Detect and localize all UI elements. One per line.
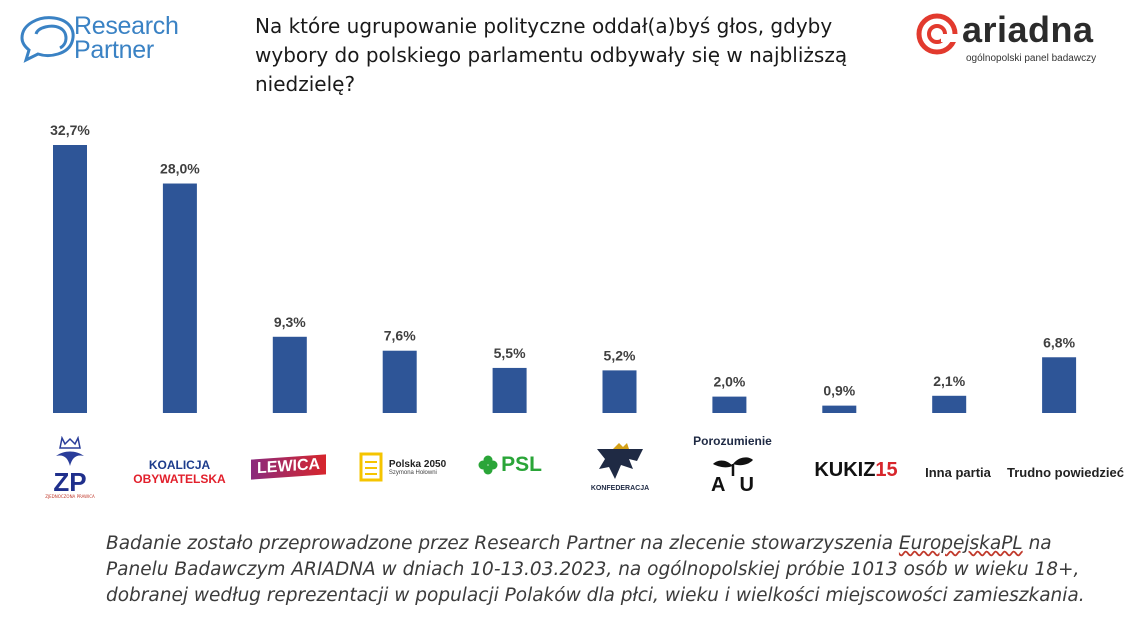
bar-value-label-3: 7,6%	[384, 328, 416, 344]
party-logo-polska2050: Polska 2050 Szymona Hołowni	[350, 450, 455, 484]
party-logo-psl: PSL	[470, 450, 550, 480]
party-logo-konfederacja: KONFEDERACJA	[585, 436, 655, 498]
party-logo-zp: ZP ZJEDNOCZONA PRAWICA	[30, 432, 110, 502]
note-org-name: EuropejskaPL	[898, 533, 1023, 554]
party-logo-lewica: LEWICA	[243, 454, 335, 480]
note-text-after: na Panelu Badawczym ARIADNA w dniach 10-…	[106, 533, 1085, 606]
bar-value-label-4: 5,5%	[494, 345, 526, 361]
zp-subtitle: ZJEDNOCZONA PRAWICA	[45, 493, 95, 499]
bar-value-label-5: 5,2%	[604, 347, 636, 363]
bar-2	[272, 336, 307, 413]
clover-icon	[478, 455, 498, 475]
ko-line2: OBYWATELSKA	[133, 472, 226, 486]
bar-1	[162, 183, 197, 413]
bar-value-label-6: 2,0%	[713, 374, 745, 390]
kukiz-wordmark: KUKIZ	[814, 458, 876, 481]
lewica-wordmark: LEWICA	[251, 454, 327, 480]
party-logo-kukiz15: KUKIZ 15	[804, 456, 908, 484]
bar-5	[602, 370, 637, 413]
bar-value-label-9: 6,8%	[1043, 334, 1075, 350]
ko-line1: KOALICJA	[148, 458, 211, 472]
eagle-crown-icon	[56, 435, 84, 466]
bar-value-label-1: 28,0%	[160, 161, 200, 177]
polska2050-line1: Polska 2050	[388, 458, 447, 470]
porozumienie-au-mark: AU	[711, 474, 768, 496]
party-logo-porozumienie: Porozumienie AU	[680, 428, 785, 500]
bar-value-label-7: 0,9%	[823, 383, 855, 399]
bar-4	[492, 367, 527, 413]
methodology-note: Badanie zostało przeprowadzone przez Res…	[106, 531, 1086, 609]
note-text-before: Badanie zostało przeprowadzone przez Res…	[106, 533, 899, 554]
bar-7	[822, 405, 857, 413]
ariadna-spiral-icon	[916, 13, 959, 55]
bar-9	[1042, 357, 1077, 413]
party-logo-ko: KOALICJA OBYWATELSKA	[132, 455, 227, 489]
ariadna-tagline: ogólnopolski panel badawczy	[966, 53, 1097, 64]
bar-8	[932, 395, 967, 413]
bar-3	[382, 350, 417, 413]
kukiz-number: 15	[875, 458, 898, 481]
ariadna-wordmark: ariadna	[962, 9, 1094, 50]
sprout-icon	[712, 457, 753, 476]
konfederacja-eagle-icon	[597, 442, 643, 479]
brand-research: Research	[74, 12, 179, 40]
bar-value-label-0: 32,7%	[50, 122, 90, 138]
label-trudno-powiedziec: Trudno powiedzieć	[1006, 464, 1124, 480]
bar-value-label-8: 2,1%	[933, 373, 965, 389]
speech-bubbles-icon	[20, 16, 75, 63]
label-inna-partia: Inna partia	[925, 464, 991, 480]
konfederacja-wordmark: KONFEDERACJA	[590, 484, 650, 492]
porozumienie-wordmark: Porozumienie	[693, 434, 772, 448]
psl-wordmark: PSL	[501, 453, 542, 476]
bar-0	[53, 145, 87, 413]
bar-6	[712, 396, 747, 413]
bar-value-label-2: 9,3%	[274, 314, 306, 330]
question-title: Na które ugrupowanie polityczne oddał(a)…	[255, 14, 848, 96]
polska2050-mark-icon	[359, 452, 383, 482]
brand-partner: Partner	[74, 36, 154, 64]
polska2050-line2: Szymona Hołowni	[388, 469, 437, 476]
zp-wordmark: ZP	[53, 466, 87, 497]
